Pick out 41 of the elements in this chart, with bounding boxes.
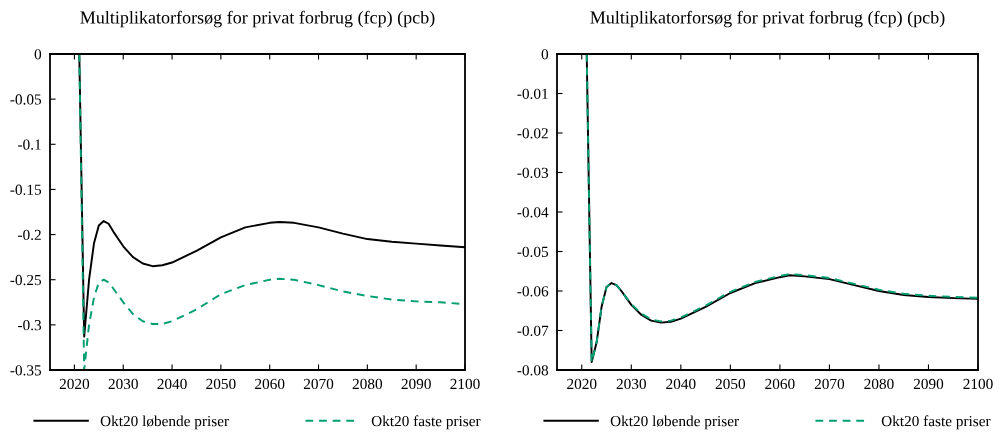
x-tick-label: 2070 xyxy=(814,378,845,390)
y-tick-label: -0.3 xyxy=(18,320,42,331)
y-tick-label: -0.08 xyxy=(517,365,549,376)
x-tick-label: 2100 xyxy=(450,378,480,390)
y-tick-label: -0.06 xyxy=(517,286,549,297)
y-tick-label: 0 xyxy=(541,49,549,60)
x-tick-label: 2060 xyxy=(765,378,795,390)
x-tick-label: 2080 xyxy=(864,378,894,390)
y-tick-label: -0.15 xyxy=(10,184,42,195)
x-tick-label: 2030 xyxy=(616,378,646,390)
chart-title: Multiplikatorforsøg for privat forbrug (fcp) (pcb) xyxy=(80,10,435,28)
x-tick-label: 2020 xyxy=(59,378,90,390)
y-tick-label: -0.03 xyxy=(517,167,549,179)
y-tick-label: -0.1 xyxy=(18,139,41,150)
y-tick-label: 0 xyxy=(34,49,42,60)
y-tick-label: -0.05 xyxy=(517,246,549,258)
x-tick-label: 2080 xyxy=(352,378,383,390)
y-tick-label: -0.07 xyxy=(517,325,549,337)
legend-label: Okt20 løbende priser xyxy=(100,415,229,430)
x-tick-label: 2040 xyxy=(157,378,187,390)
legend-label: Okt20 faste priser xyxy=(881,415,991,430)
legend-label: Okt20 løbende priser xyxy=(610,415,739,430)
legend-label: Okt20 faste priser xyxy=(371,415,481,430)
x-tick-label: 2100 xyxy=(963,378,993,390)
x-tick-label: 2090 xyxy=(401,378,431,390)
x-tick-label: 2030 xyxy=(108,378,138,390)
x-tick-label: 2050 xyxy=(206,378,236,390)
y-tick-label: -0.25 xyxy=(10,274,42,286)
x-tick-label: 2040 xyxy=(666,378,696,390)
chart-title: Multiplikatorforsøg for privat forbrug (fcp) (pcb) xyxy=(590,10,945,28)
y-tick-label: -0.05 xyxy=(10,94,42,105)
x-tick-label: 2070 xyxy=(303,378,334,390)
y-tick-label: -0.35 xyxy=(10,365,42,376)
y-tick-label: -0.01 xyxy=(517,88,548,100)
y-tick-label: -0.2 xyxy=(18,229,41,241)
x-tick-label: 2060 xyxy=(255,378,285,390)
x-tick-label: 2020 xyxy=(567,378,597,390)
x-tick-label: 2050 xyxy=(715,378,746,390)
x-tick-label: 2090 xyxy=(913,378,944,390)
y-tick-label: -0.02 xyxy=(517,128,548,139)
y-tick-label: -0.04 xyxy=(517,207,549,218)
